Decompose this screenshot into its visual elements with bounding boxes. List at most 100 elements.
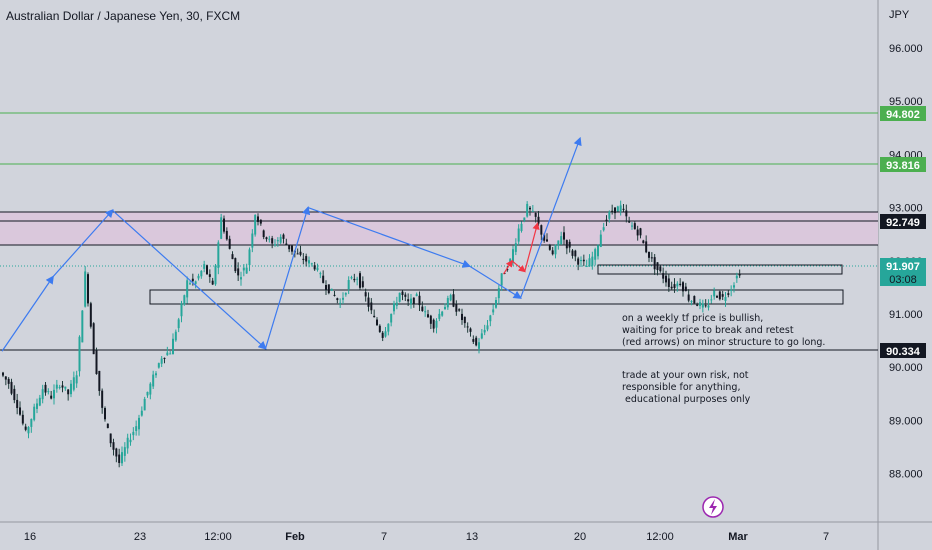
candle-body bbox=[631, 225, 633, 227]
disclaimer-note: trade at your own risk, not responsible … bbox=[622, 370, 751, 405]
candle-body bbox=[523, 217, 526, 221]
candle-body bbox=[223, 218, 225, 232]
candle-body bbox=[186, 280, 189, 298]
plot-area[interactable] bbox=[0, 0, 878, 522]
price-tag-92749-text: 92.749 bbox=[886, 217, 920, 229]
candle-body bbox=[288, 244, 291, 250]
candle-body bbox=[628, 221, 631, 223]
candle-body bbox=[585, 266, 588, 268]
candle-body bbox=[446, 298, 449, 308]
candle-body bbox=[429, 315, 432, 324]
blue-arrow-segment bbox=[307, 207, 472, 268]
candle-body bbox=[554, 244, 557, 255]
candle-body bbox=[163, 357, 166, 359]
candle-body bbox=[271, 238, 274, 244]
candle-body bbox=[330, 288, 333, 291]
candle-body bbox=[636, 229, 639, 236]
candle-body bbox=[279, 236, 282, 243]
candle-body bbox=[466, 326, 469, 328]
candle-body bbox=[47, 391, 50, 393]
candle-body bbox=[234, 258, 237, 272]
candle-body bbox=[713, 290, 716, 297]
candle-body bbox=[563, 232, 565, 240]
candle-body bbox=[336, 298, 339, 301]
candle-body bbox=[191, 278, 194, 282]
candles-group bbox=[2, 200, 741, 468]
candle-body bbox=[591, 256, 594, 266]
candle-body bbox=[259, 219, 262, 224]
candle-body bbox=[387, 323, 390, 332]
candle-body bbox=[370, 302, 373, 311]
candle-body bbox=[438, 313, 441, 319]
candle-body bbox=[64, 386, 67, 389]
time-tick-mar: Mar bbox=[728, 531, 748, 543]
candle-body bbox=[560, 236, 563, 245]
candle-body bbox=[61, 385, 64, 388]
price-tag-94802: 94.802 bbox=[880, 106, 926, 121]
candle-body bbox=[455, 304, 458, 312]
candle-body bbox=[534, 213, 537, 217]
candle-body bbox=[27, 427, 30, 434]
candle-body bbox=[378, 325, 381, 332]
candle-body bbox=[112, 442, 115, 450]
time-axis[interactable]: 16 23 12:00 Feb 7 13 20 12:00 Mar 7 bbox=[24, 531, 829, 543]
candle-body bbox=[257, 216, 259, 222]
candle-body bbox=[302, 258, 305, 260]
candle-body bbox=[696, 304, 699, 306]
candle-body bbox=[157, 363, 160, 368]
candle-body bbox=[398, 292, 401, 302]
candle-body bbox=[274, 244, 276, 246]
candle-body bbox=[432, 319, 435, 329]
candle-body bbox=[735, 275, 738, 279]
candle-body bbox=[483, 329, 486, 333]
price-tag-92749-bg bbox=[880, 214, 926, 229]
candle-body bbox=[687, 294, 690, 301]
candle-body bbox=[608, 211, 611, 219]
candle-body bbox=[299, 251, 302, 255]
price-tag-93816-text: 93.816 bbox=[886, 160, 920, 172]
blue-arrow-segment bbox=[264, 205, 311, 349]
candle-body bbox=[38, 397, 41, 406]
red-arrow-segment bbox=[524, 222, 540, 272]
candle-body bbox=[265, 237, 268, 240]
candle-body bbox=[339, 302, 342, 304]
candle-body bbox=[87, 274, 89, 304]
candle-body bbox=[410, 298, 412, 305]
candle-body bbox=[514, 243, 517, 252]
candle-body bbox=[325, 285, 327, 290]
blue-arrow-segment bbox=[112, 209, 267, 350]
candle-body bbox=[180, 303, 183, 317]
candle-body bbox=[174, 331, 177, 341]
analysis-line-3: (red arrows) on minor structure to go lo… bbox=[622, 337, 825, 348]
candle-body bbox=[665, 275, 667, 283]
candle-body bbox=[625, 210, 628, 217]
candle-body bbox=[262, 230, 265, 238]
candle-body bbox=[580, 260, 582, 262]
candle-body bbox=[376, 319, 378, 326]
time-tick-20: 20 bbox=[574, 531, 586, 543]
candle-body bbox=[143, 398, 146, 411]
candle-body bbox=[291, 245, 293, 252]
candle-body bbox=[2, 372, 4, 376]
lightning-icon[interactable] bbox=[702, 496, 724, 518]
candle-body bbox=[183, 295, 186, 305]
candle-body bbox=[716, 296, 718, 298]
candle-body bbox=[10, 381, 13, 394]
chart-title: Australian Dollar / Japanese Yen, 30, FX… bbox=[6, 9, 240, 23]
time-tick-23: 23 bbox=[134, 531, 146, 543]
candle-body bbox=[248, 249, 251, 266]
candle-body bbox=[682, 282, 684, 292]
candle-body bbox=[642, 240, 645, 244]
candle-body bbox=[469, 328, 472, 332]
candle-body bbox=[611, 210, 614, 212]
candle-body bbox=[313, 265, 316, 270]
candle-body bbox=[565, 240, 568, 249]
candle-body bbox=[412, 297, 415, 304]
candle-body bbox=[172, 338, 174, 355]
candle-body bbox=[571, 250, 574, 256]
candle-body bbox=[33, 406, 36, 420]
candle-body bbox=[44, 384, 47, 393]
candle-body bbox=[486, 325, 489, 330]
